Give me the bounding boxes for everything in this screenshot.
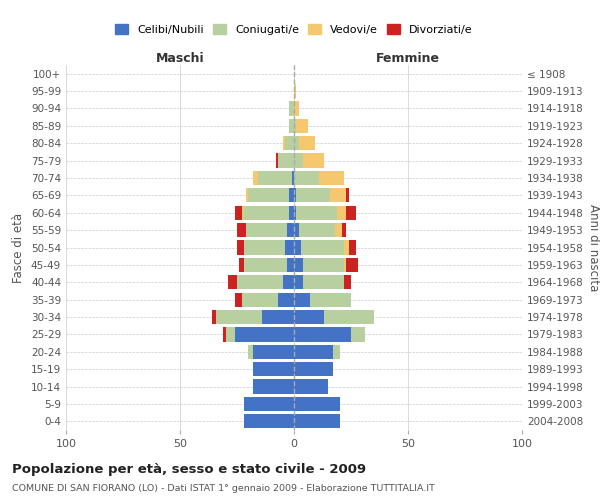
Bar (299, 136, 314, 150)
Bar (294, 397, 340, 411)
Bar (301, 240, 344, 254)
Bar (294, 414, 340, 428)
Bar (346, 206, 356, 220)
Bar (294, 223, 299, 237)
Bar (346, 258, 358, 272)
Bar (223, 328, 226, 342)
Bar (283, 275, 294, 289)
Y-axis label: Fasce di età: Fasce di età (13, 212, 25, 282)
Bar (294, 206, 296, 220)
Bar (289, 102, 294, 116)
Bar (287, 223, 294, 237)
Bar (294, 102, 299, 116)
Bar (296, 118, 308, 133)
Bar (294, 362, 333, 376)
Text: Popolazione per età, sesso e stato civile - 2009: Popolazione per età, sesso e stato civil… (12, 462, 366, 475)
Bar (333, 344, 340, 359)
Bar (303, 154, 323, 168)
Bar (278, 154, 294, 168)
Bar (253, 380, 294, 394)
Bar (323, 310, 374, 324)
Text: Femmine: Femmine (376, 52, 440, 65)
Bar (285, 136, 294, 150)
Bar (294, 118, 296, 133)
Bar (244, 397, 294, 411)
Bar (235, 292, 242, 307)
Bar (253, 171, 257, 185)
Bar (212, 310, 217, 324)
Bar (292, 171, 294, 185)
Legend: Celibi/Nubili, Coniugati/e, Vedovi/e, Divorziati/e: Celibi/Nubili, Coniugati/e, Vedovi/e, Di… (111, 20, 477, 39)
Bar (289, 188, 294, 202)
Bar (331, 188, 346, 202)
Bar (237, 275, 283, 289)
Text: COMUNE DI SAN FIORANO (LO) - Dati ISTAT 1° gennaio 2009 - Elaborazione TUTTITALI: COMUNE DI SAN FIORANO (LO) - Dati ISTAT … (12, 484, 435, 493)
Bar (344, 240, 349, 254)
Bar (226, 328, 235, 342)
Bar (246, 188, 248, 202)
Bar (248, 188, 289, 202)
Bar (244, 240, 285, 254)
Bar (294, 275, 303, 289)
Bar (244, 258, 287, 272)
Bar (242, 206, 244, 220)
Bar (342, 223, 346, 237)
Bar (310, 292, 351, 307)
Bar (299, 223, 335, 237)
Bar (346, 188, 349, 202)
Bar (228, 275, 237, 289)
Bar (335, 223, 342, 237)
Bar (283, 136, 285, 150)
Bar (294, 84, 296, 98)
Bar (294, 380, 328, 394)
Bar (294, 292, 310, 307)
Bar (237, 240, 244, 254)
Bar (237, 223, 246, 237)
Bar (253, 344, 294, 359)
Bar (248, 344, 253, 359)
Bar (217, 310, 262, 324)
Bar (296, 206, 337, 220)
Bar (294, 136, 299, 150)
Bar (278, 292, 294, 307)
Bar (294, 344, 333, 359)
Bar (239, 258, 244, 272)
Bar (285, 240, 294, 254)
Bar (253, 362, 294, 376)
Bar (296, 188, 331, 202)
Bar (287, 258, 294, 272)
Bar (303, 258, 344, 272)
Bar (294, 240, 301, 254)
Bar (344, 275, 351, 289)
Bar (303, 275, 344, 289)
Bar (294, 188, 296, 202)
Bar (349, 240, 356, 254)
Bar (257, 171, 292, 185)
Bar (235, 328, 294, 342)
Bar (319, 171, 344, 185)
Text: Maschi: Maschi (155, 52, 205, 65)
Bar (294, 328, 351, 342)
Bar (294, 154, 303, 168)
Bar (294, 258, 303, 272)
Bar (242, 292, 278, 307)
Y-axis label: Anni di nascita: Anni di nascita (587, 204, 600, 291)
Bar (244, 414, 294, 428)
Bar (276, 154, 278, 168)
Bar (235, 206, 242, 220)
Bar (294, 310, 323, 324)
Bar (246, 223, 287, 237)
Bar (262, 310, 294, 324)
Bar (294, 171, 319, 185)
Bar (289, 118, 294, 133)
Bar (337, 206, 346, 220)
Bar (344, 258, 346, 272)
Bar (351, 328, 365, 342)
Bar (244, 206, 289, 220)
Bar (289, 206, 294, 220)
